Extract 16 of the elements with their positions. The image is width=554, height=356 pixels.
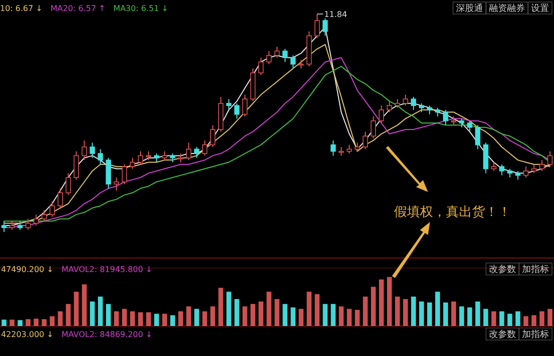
text: 42203.000 ↓ xyxy=(1,330,54,339)
text: 加指标 xyxy=(522,329,549,340)
text: 加指标 xyxy=(522,264,549,275)
text: 10: 6.67 ↓ xyxy=(0,4,42,13)
text: 改参数 xyxy=(489,329,516,340)
text: MA20: 6.57 ↑ xyxy=(50,4,106,13)
text: MA30: 6.51 ↓ xyxy=(113,4,168,13)
annotation: 深股通 xyxy=(456,3,483,14)
annotation: 设置 xyxy=(531,3,549,14)
annotation: 11.84 xyxy=(324,10,348,19)
text: MAVOL2: 84869.200 ↓ xyxy=(62,330,152,339)
text: 47490.200 ↓ xyxy=(1,265,54,274)
text: MAVOL2: 81945.800 ↓ xyxy=(62,265,152,274)
annotation: 假填权，真出货！！ xyxy=(394,205,511,220)
text: 改参数 xyxy=(489,264,516,275)
annotation: 融资融券 xyxy=(489,3,525,14)
